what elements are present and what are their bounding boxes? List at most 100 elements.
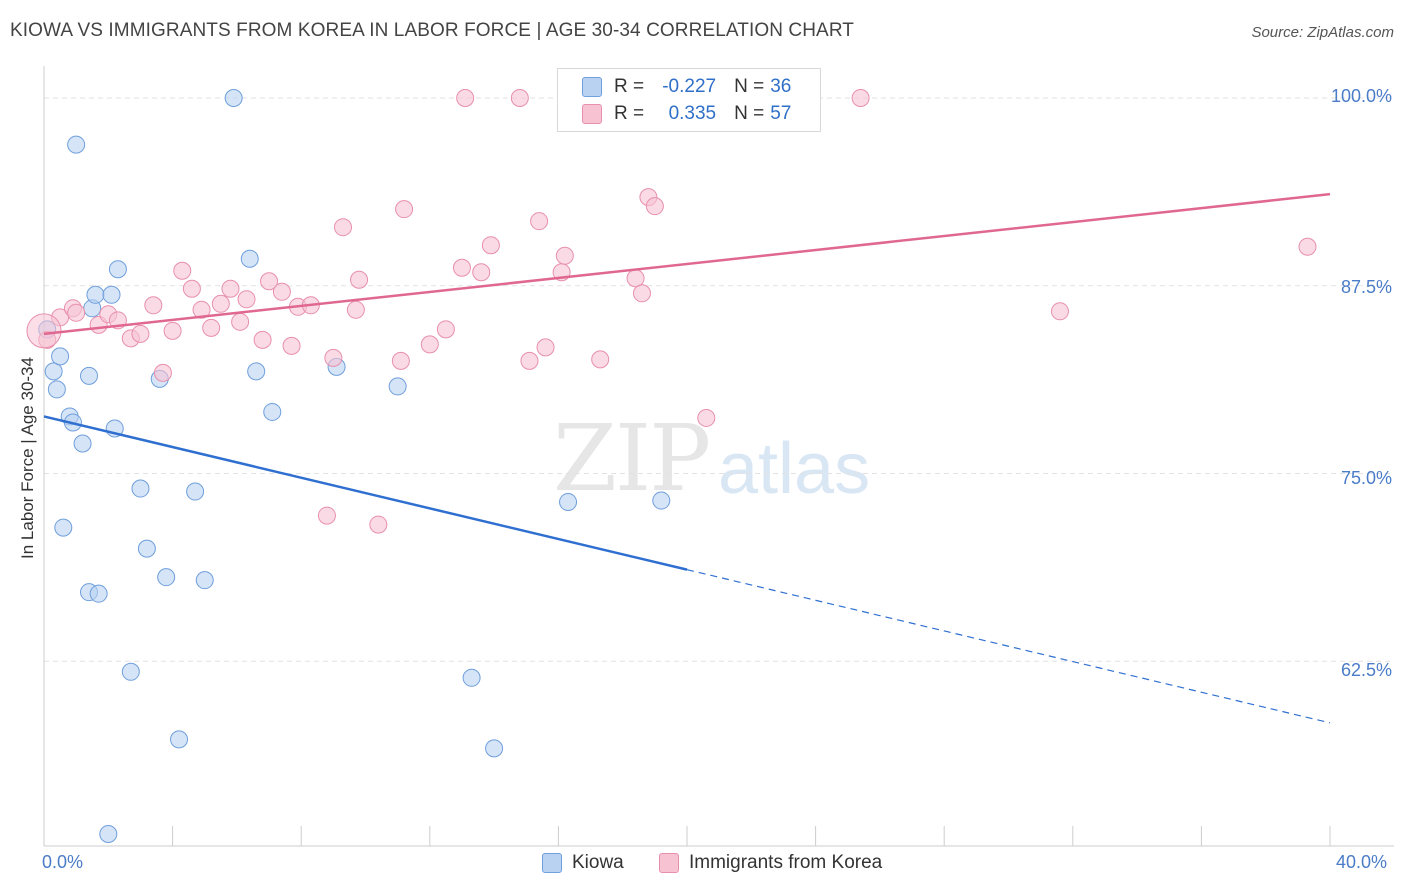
korea-point-50 xyxy=(645,197,664,216)
kiowa-point-23 xyxy=(170,730,189,749)
korea-n-value: 57 xyxy=(770,103,792,124)
korea-point-36 xyxy=(452,258,471,277)
y-tick-label-100: 100.0% xyxy=(1330,86,1392,106)
x-tick-label-min: 0.0% xyxy=(42,852,84,872)
y-axis-label: In Labor Force | Age 30-34 xyxy=(18,357,37,559)
korea-point-41 xyxy=(520,351,539,370)
y-tick-label-62-5: 62.5% xyxy=(1340,660,1392,680)
kiowa-trend-line xyxy=(43,415,688,571)
series-legend: Kiowa Immigrants from Korea xyxy=(0,852,1406,878)
axes xyxy=(43,66,1394,847)
korea-swatch xyxy=(582,104,602,124)
korea-point-47 xyxy=(626,269,645,288)
korea-legend-label: Immigrants from Korea xyxy=(689,852,883,873)
kiowa-point-9 xyxy=(80,366,99,385)
kiowa-point-32 xyxy=(462,668,481,687)
kiowa-point-4 xyxy=(54,518,73,537)
kiowa-point-25 xyxy=(195,571,214,590)
watermark-zip: ZIP xyxy=(553,405,711,512)
kiowa-series xyxy=(38,89,671,843)
legend-item-korea[interactable]: Immigrants from Korea xyxy=(659,852,882,874)
kiowa-point-3 xyxy=(51,347,70,366)
source-label: Source: ZipAtlas.com xyxy=(1251,24,1394,41)
kiowa-point-22 xyxy=(157,568,176,587)
kiowa-r-label: R = xyxy=(614,76,645,97)
korea-point-29 xyxy=(346,300,365,319)
kiowa-point-1 xyxy=(44,362,63,381)
korea-point-56 xyxy=(26,313,62,349)
korea-point-16 xyxy=(211,294,230,313)
korea-point-18 xyxy=(231,312,250,331)
trend-lines xyxy=(43,192,1331,724)
korea-r-label: R = xyxy=(614,103,645,124)
kiowa-point-27 xyxy=(240,249,259,268)
kiowa-r-value: -0.227 xyxy=(662,76,717,97)
grid-lines xyxy=(44,97,1394,662)
korea-point-30 xyxy=(350,270,369,289)
korea-n-label: N = xyxy=(734,103,765,124)
kiowa-point-12 xyxy=(86,285,105,304)
korea-point-48 xyxy=(632,284,651,303)
y-tick-label-87-5: 87.5% xyxy=(1340,277,1392,297)
kiowa-point-33 xyxy=(485,739,504,758)
korea-point-10 xyxy=(153,363,172,382)
korea-point-31 xyxy=(369,515,388,534)
korea-point-55 xyxy=(1298,237,1317,256)
korea-point-3 xyxy=(67,303,86,322)
legend-item-kiowa[interactable]: Kiowa xyxy=(542,852,624,874)
kiowa-point-7 xyxy=(67,135,86,154)
kiowa-point-8 xyxy=(73,434,92,453)
korea-series xyxy=(26,89,1317,534)
korea-point-27 xyxy=(324,348,343,367)
korea-point-14 xyxy=(192,300,211,319)
legend-row-kiowa: R = -0.227 N = 36 xyxy=(582,74,791,100)
korea-point-28 xyxy=(333,218,352,237)
korea-point-8 xyxy=(131,324,150,343)
kiowa-legend-label: Kiowa xyxy=(572,852,624,873)
kiowa-point-20 xyxy=(137,539,156,558)
korea-point-13 xyxy=(182,279,201,298)
korea-point-54 xyxy=(1050,302,1069,321)
kiowa-point-18 xyxy=(121,662,140,681)
korea-point-17 xyxy=(221,279,240,298)
kiowa-point-29 xyxy=(263,402,282,421)
kiowa-point-26 xyxy=(224,89,243,108)
kiowa-n-value: 36 xyxy=(770,76,792,97)
kiowa-n-label: N = xyxy=(734,76,765,97)
korea-point-37 xyxy=(456,89,475,108)
kiowa-point-19 xyxy=(131,479,150,498)
korea-point-38 xyxy=(472,263,491,282)
kiowa-point-35 xyxy=(652,491,671,510)
korea-point-43 xyxy=(536,338,555,357)
korea-point-33 xyxy=(395,200,414,219)
y-tick-label-75: 75.0% xyxy=(1340,468,1392,488)
x-tick-label-max: 40.0% xyxy=(1336,852,1388,872)
korea-point-19 xyxy=(237,290,256,309)
korea-point-23 xyxy=(282,336,301,355)
korea-point-46 xyxy=(591,350,610,369)
kiowa-point-34 xyxy=(559,493,578,512)
korea-point-52 xyxy=(697,408,716,427)
chart-title: KIOWA VS IMMIGRANTS FROM KOREA IN LABOR … xyxy=(10,20,855,41)
kiowa-point-15 xyxy=(102,285,121,304)
kiowa-point-14 xyxy=(99,825,118,843)
korea-point-9 xyxy=(144,296,163,315)
korea-point-39 xyxy=(481,236,500,255)
korea-point-40 xyxy=(510,89,529,108)
korea-point-42 xyxy=(530,212,549,231)
kiowa-point-13 xyxy=(89,584,108,603)
legend-row-korea: R = 0.335 N = 57 xyxy=(582,101,791,127)
korea-point-45 xyxy=(555,246,574,265)
kiowa-point-24 xyxy=(186,482,205,501)
korea-trend-line xyxy=(43,192,1331,336)
korea-point-26 xyxy=(317,506,336,525)
korea-point-15 xyxy=(202,318,221,337)
korea-point-11 xyxy=(163,321,182,340)
watermark-atlas: atlas xyxy=(718,429,871,509)
korea-point-20 xyxy=(253,330,272,349)
kiowa-legend-swatch xyxy=(542,853,562,873)
korea-point-32 xyxy=(391,351,410,370)
kiowa-swatch xyxy=(582,77,602,97)
korea-point-35 xyxy=(436,320,455,339)
kiowa-point-17 xyxy=(108,260,127,279)
